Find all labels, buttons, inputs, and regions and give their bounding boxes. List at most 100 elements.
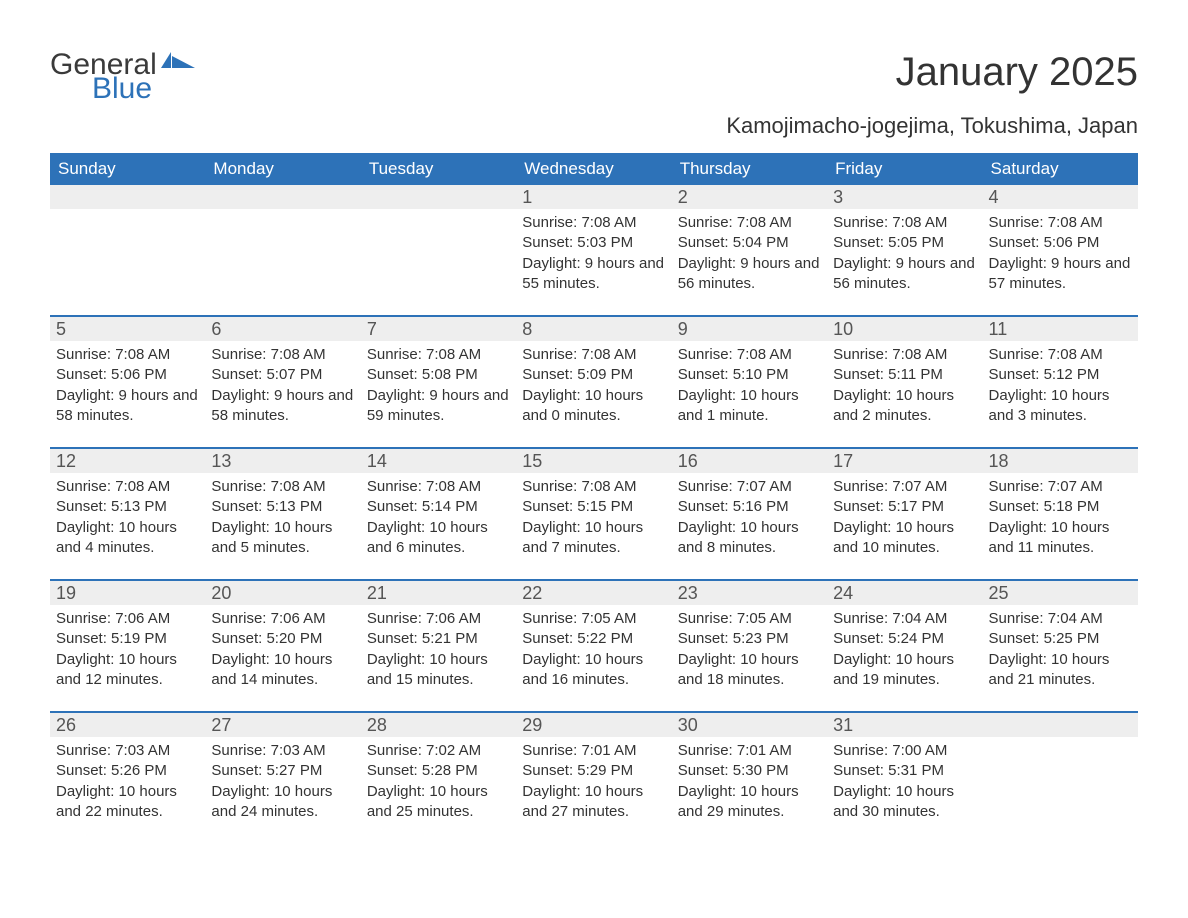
page-title: January 2025 <box>726 50 1138 95</box>
calendar-day: 3Sunrise: 7:08 AMSunset: 5:05 PMDaylight… <box>827 185 982 303</box>
day-body: Sunrise: 7:08 AMSunset: 5:04 PMDaylight:… <box>672 209 827 300</box>
day-body: Sunrise: 7:08 AMSunset: 5:09 PMDaylight:… <box>516 341 671 432</box>
day-body: Sunrise: 7:03 AMSunset: 5:26 PMDaylight:… <box>50 737 205 828</box>
daylight-line: Daylight: 9 hours and 56 minutes. <box>833 254 976 295</box>
brand-word-blue: Blue <box>92 74 152 104</box>
day-number: 11 <box>983 317 1138 341</box>
day-body: Sunrise: 7:08 AMSunset: 5:13 PMDaylight:… <box>205 473 360 564</box>
day-number: 3 <box>827 185 982 209</box>
sunrise-line: Sunrise: 7:04 AM <box>833 609 976 629</box>
sunset-line: Sunset: 5:13 PM <box>211 497 354 517</box>
sunset-line: Sunset: 5:18 PM <box>989 497 1132 517</box>
sunrise-line: Sunrise: 7:08 AM <box>56 345 199 365</box>
day-number: 21 <box>361 581 516 605</box>
daylight-line: Daylight: 10 hours and 0 minutes. <box>522 386 665 427</box>
flag-icon <box>161 48 195 78</box>
calendar-day: 24Sunrise: 7:04 AMSunset: 5:24 PMDayligh… <box>827 581 982 699</box>
day-body: Sunrise: 7:05 AMSunset: 5:22 PMDaylight:… <box>516 605 671 696</box>
calendar-day: 19Sunrise: 7:06 AMSunset: 5:19 PMDayligh… <box>50 581 205 699</box>
title-block: January 2025 Kamojimacho-jogejima, Tokus… <box>726 50 1138 139</box>
day-body: Sunrise: 7:08 AMSunset: 5:13 PMDaylight:… <box>50 473 205 564</box>
calendar-day: 14Sunrise: 7:08 AMSunset: 5:14 PMDayligh… <box>361 449 516 567</box>
calendar-day: 23Sunrise: 7:05 AMSunset: 5:23 PMDayligh… <box>672 581 827 699</box>
day-body: Sunrise: 7:08 AMSunset: 5:10 PMDaylight:… <box>672 341 827 432</box>
day-number <box>361 185 516 209</box>
calendar-day: 15Sunrise: 7:08 AMSunset: 5:15 PMDayligh… <box>516 449 671 567</box>
sunset-line: Sunset: 5:20 PM <box>211 629 354 649</box>
day-body: Sunrise: 7:08 AMSunset: 5:03 PMDaylight:… <box>516 209 671 300</box>
day-body: Sunrise: 7:08 AMSunset: 5:12 PMDaylight:… <box>983 341 1138 432</box>
sunrise-line: Sunrise: 7:08 AM <box>989 213 1132 233</box>
day-body: Sunrise: 7:01 AMSunset: 5:30 PMDaylight:… <box>672 737 827 828</box>
day-body: Sunrise: 7:06 AMSunset: 5:19 PMDaylight:… <box>50 605 205 696</box>
calendar-day <box>50 185 205 303</box>
calendar-week: 5Sunrise: 7:08 AMSunset: 5:06 PMDaylight… <box>50 315 1138 435</box>
sunrise-line: Sunrise: 7:03 AM <box>211 741 354 761</box>
day-body: Sunrise: 7:04 AMSunset: 5:24 PMDaylight:… <box>827 605 982 696</box>
calendar-day: 1Sunrise: 7:08 AMSunset: 5:03 PMDaylight… <box>516 185 671 303</box>
sunset-line: Sunset: 5:22 PM <box>522 629 665 649</box>
sunset-line: Sunset: 5:25 PM <box>989 629 1132 649</box>
sunrise-line: Sunrise: 7:03 AM <box>56 741 199 761</box>
sunset-line: Sunset: 5:03 PM <box>522 233 665 253</box>
day-body <box>983 737 1138 747</box>
daylight-line: Daylight: 9 hours and 56 minutes. <box>678 254 821 295</box>
location-subtitle: Kamojimacho-jogejima, Tokushima, Japan <box>726 113 1138 139</box>
sunset-line: Sunset: 5:13 PM <box>56 497 199 517</box>
brand-logo: General Blue <box>50 50 195 104</box>
day-body: Sunrise: 7:08 AMSunset: 5:11 PMDaylight:… <box>827 341 982 432</box>
daylight-line: Daylight: 10 hours and 12 minutes. <box>56 650 199 691</box>
day-number: 10 <box>827 317 982 341</box>
day-number: 7 <box>361 317 516 341</box>
day-number: 20 <box>205 581 360 605</box>
day-number: 26 <box>50 713 205 737</box>
sunrise-line: Sunrise: 7:08 AM <box>522 477 665 497</box>
sunset-line: Sunset: 5:21 PM <box>367 629 510 649</box>
day-body: Sunrise: 7:05 AMSunset: 5:23 PMDaylight:… <box>672 605 827 696</box>
day-body: Sunrise: 7:08 AMSunset: 5:08 PMDaylight:… <box>361 341 516 432</box>
daylight-line: Daylight: 10 hours and 19 minutes. <box>833 650 976 691</box>
day-number <box>205 185 360 209</box>
calendar-day: 28Sunrise: 7:02 AMSunset: 5:28 PMDayligh… <box>361 713 516 831</box>
daylight-line: Daylight: 10 hours and 18 minutes. <box>678 650 821 691</box>
sunset-line: Sunset: 5:31 PM <box>833 761 976 781</box>
daylight-line: Daylight: 10 hours and 11 minutes. <box>989 518 1132 559</box>
day-number <box>50 185 205 209</box>
sunset-line: Sunset: 5:06 PM <box>56 365 199 385</box>
weekday-header: Tuesday <box>361 153 516 185</box>
daylight-line: Daylight: 10 hours and 22 minutes. <box>56 782 199 823</box>
calendar-day: 5Sunrise: 7:08 AMSunset: 5:06 PMDaylight… <box>50 317 205 435</box>
sunset-line: Sunset: 5:06 PM <box>989 233 1132 253</box>
day-body: Sunrise: 7:07 AMSunset: 5:17 PMDaylight:… <box>827 473 982 564</box>
day-number: 25 <box>983 581 1138 605</box>
calendar-day: 10Sunrise: 7:08 AMSunset: 5:11 PMDayligh… <box>827 317 982 435</box>
day-number: 17 <box>827 449 982 473</box>
sunset-line: Sunset: 5:10 PM <box>678 365 821 385</box>
sunset-line: Sunset: 5:14 PM <box>367 497 510 517</box>
calendar-day: 17Sunrise: 7:07 AMSunset: 5:17 PMDayligh… <box>827 449 982 567</box>
calendar-day: 26Sunrise: 7:03 AMSunset: 5:26 PMDayligh… <box>50 713 205 831</box>
sunrise-line: Sunrise: 7:08 AM <box>211 477 354 497</box>
sunset-line: Sunset: 5:12 PM <box>989 365 1132 385</box>
header-row: General Blue January 2025 Kamojimacho-jo… <box>50 50 1138 139</box>
day-body: Sunrise: 7:07 AMSunset: 5:18 PMDaylight:… <box>983 473 1138 564</box>
day-body: Sunrise: 7:08 AMSunset: 5:14 PMDaylight:… <box>361 473 516 564</box>
daylight-line: Daylight: 10 hours and 1 minute. <box>678 386 821 427</box>
day-number: 27 <box>205 713 360 737</box>
daylight-line: Daylight: 10 hours and 14 minutes. <box>211 650 354 691</box>
day-number: 12 <box>50 449 205 473</box>
day-body: Sunrise: 7:04 AMSunset: 5:25 PMDaylight:… <box>983 605 1138 696</box>
calendar-day <box>361 185 516 303</box>
calendar-day: 8Sunrise: 7:08 AMSunset: 5:09 PMDaylight… <box>516 317 671 435</box>
day-number: 24 <box>827 581 982 605</box>
day-number: 28 <box>361 713 516 737</box>
calendar-week: 1Sunrise: 7:08 AMSunset: 5:03 PMDaylight… <box>50 185 1138 303</box>
day-number: 23 <box>672 581 827 605</box>
sunrise-line: Sunrise: 7:05 AM <box>522 609 665 629</box>
day-number: 29 <box>516 713 671 737</box>
daylight-line: Daylight: 10 hours and 2 minutes. <box>833 386 976 427</box>
day-number: 19 <box>50 581 205 605</box>
sunrise-line: Sunrise: 7:08 AM <box>678 213 821 233</box>
calendar-day: 22Sunrise: 7:05 AMSunset: 5:22 PMDayligh… <box>516 581 671 699</box>
day-body: Sunrise: 7:08 AMSunset: 5:06 PMDaylight:… <box>50 341 205 432</box>
